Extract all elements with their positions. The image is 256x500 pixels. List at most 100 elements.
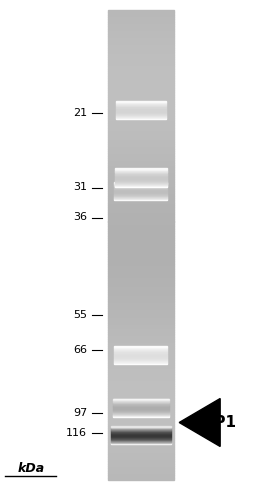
Bar (108, 76, 174, 78)
Bar (108, 214, 174, 217)
Bar (108, 219, 174, 222)
Bar (108, 388, 174, 390)
Bar (108, 308, 174, 311)
Bar (111, 429, 171, 430)
Bar (114, 357, 167, 358)
Text: kDa: kDa (17, 462, 44, 475)
Bar (115, 181, 167, 182)
Bar (108, 48, 174, 50)
Bar (108, 134, 174, 137)
Bar (108, 92, 174, 94)
Bar (108, 242, 174, 245)
Bar (115, 178, 167, 180)
Bar (114, 199, 167, 200)
Bar (108, 139, 174, 141)
Bar (108, 158, 174, 160)
Bar (108, 208, 174, 210)
Bar (108, 257, 174, 259)
Bar (108, 412, 174, 414)
Bar (111, 430, 171, 431)
Bar (108, 172, 174, 174)
Bar (108, 224, 174, 226)
Bar (108, 114, 174, 116)
Bar (108, 245, 174, 248)
Bar (115, 168, 167, 169)
Bar (108, 222, 174, 224)
Bar (111, 442, 171, 443)
Bar (108, 148, 174, 151)
Bar (108, 356, 174, 358)
Bar (108, 26, 174, 29)
Text: 116: 116 (66, 428, 87, 438)
Bar (108, 384, 174, 386)
Bar (108, 85, 174, 87)
Bar (114, 359, 167, 360)
Bar (108, 228, 174, 231)
Bar (108, 233, 174, 235)
Bar (116, 112, 166, 113)
Bar (108, 456, 174, 459)
Bar (108, 168, 174, 170)
Bar (108, 390, 174, 393)
Bar (113, 399, 169, 400)
Bar (108, 123, 174, 125)
Bar (114, 352, 167, 353)
Bar (108, 454, 174, 456)
Bar (108, 266, 174, 268)
Bar (114, 195, 167, 196)
Bar (111, 437, 171, 438)
Bar (108, 236, 174, 238)
Bar (108, 292, 174, 294)
Bar (108, 94, 174, 97)
Bar (108, 24, 174, 26)
Bar (116, 115, 166, 116)
Bar (108, 407, 174, 410)
Bar (108, 144, 174, 146)
Bar (111, 427, 171, 428)
Bar (108, 50, 174, 52)
Bar (108, 426, 174, 428)
Bar (108, 74, 174, 76)
Bar (116, 103, 166, 104)
Text: 31: 31 (73, 182, 87, 192)
Bar (108, 386, 174, 388)
Bar (113, 411, 169, 412)
Bar (108, 250, 174, 252)
Bar (108, 473, 174, 476)
Bar (116, 110, 166, 111)
Bar (114, 185, 167, 186)
Bar (108, 339, 174, 342)
Text: 55: 55 (73, 310, 87, 320)
Bar (116, 116, 166, 117)
Bar (108, 83, 174, 85)
Bar (108, 34, 174, 36)
Bar (108, 424, 174, 426)
Bar (108, 118, 174, 120)
Bar (108, 194, 174, 196)
Bar (114, 191, 167, 192)
Bar (108, 306, 174, 308)
Bar (111, 431, 171, 432)
Bar (108, 396, 174, 398)
Bar (108, 184, 174, 186)
Bar (108, 174, 174, 177)
Bar (108, 62, 174, 64)
Bar (108, 68, 174, 71)
Bar (108, 322, 174, 325)
Bar (108, 470, 174, 473)
Bar (108, 128, 174, 130)
Bar (108, 154, 174, 156)
Bar (108, 421, 174, 424)
Bar (108, 376, 174, 379)
Bar (114, 347, 167, 348)
Bar (108, 88, 174, 90)
Bar (108, 120, 174, 123)
Bar (115, 169, 167, 170)
Bar (108, 97, 174, 100)
Bar (108, 398, 174, 400)
Bar (108, 332, 174, 334)
Bar (116, 101, 166, 102)
Bar (108, 90, 174, 92)
Bar (108, 142, 174, 144)
Bar (108, 346, 174, 348)
